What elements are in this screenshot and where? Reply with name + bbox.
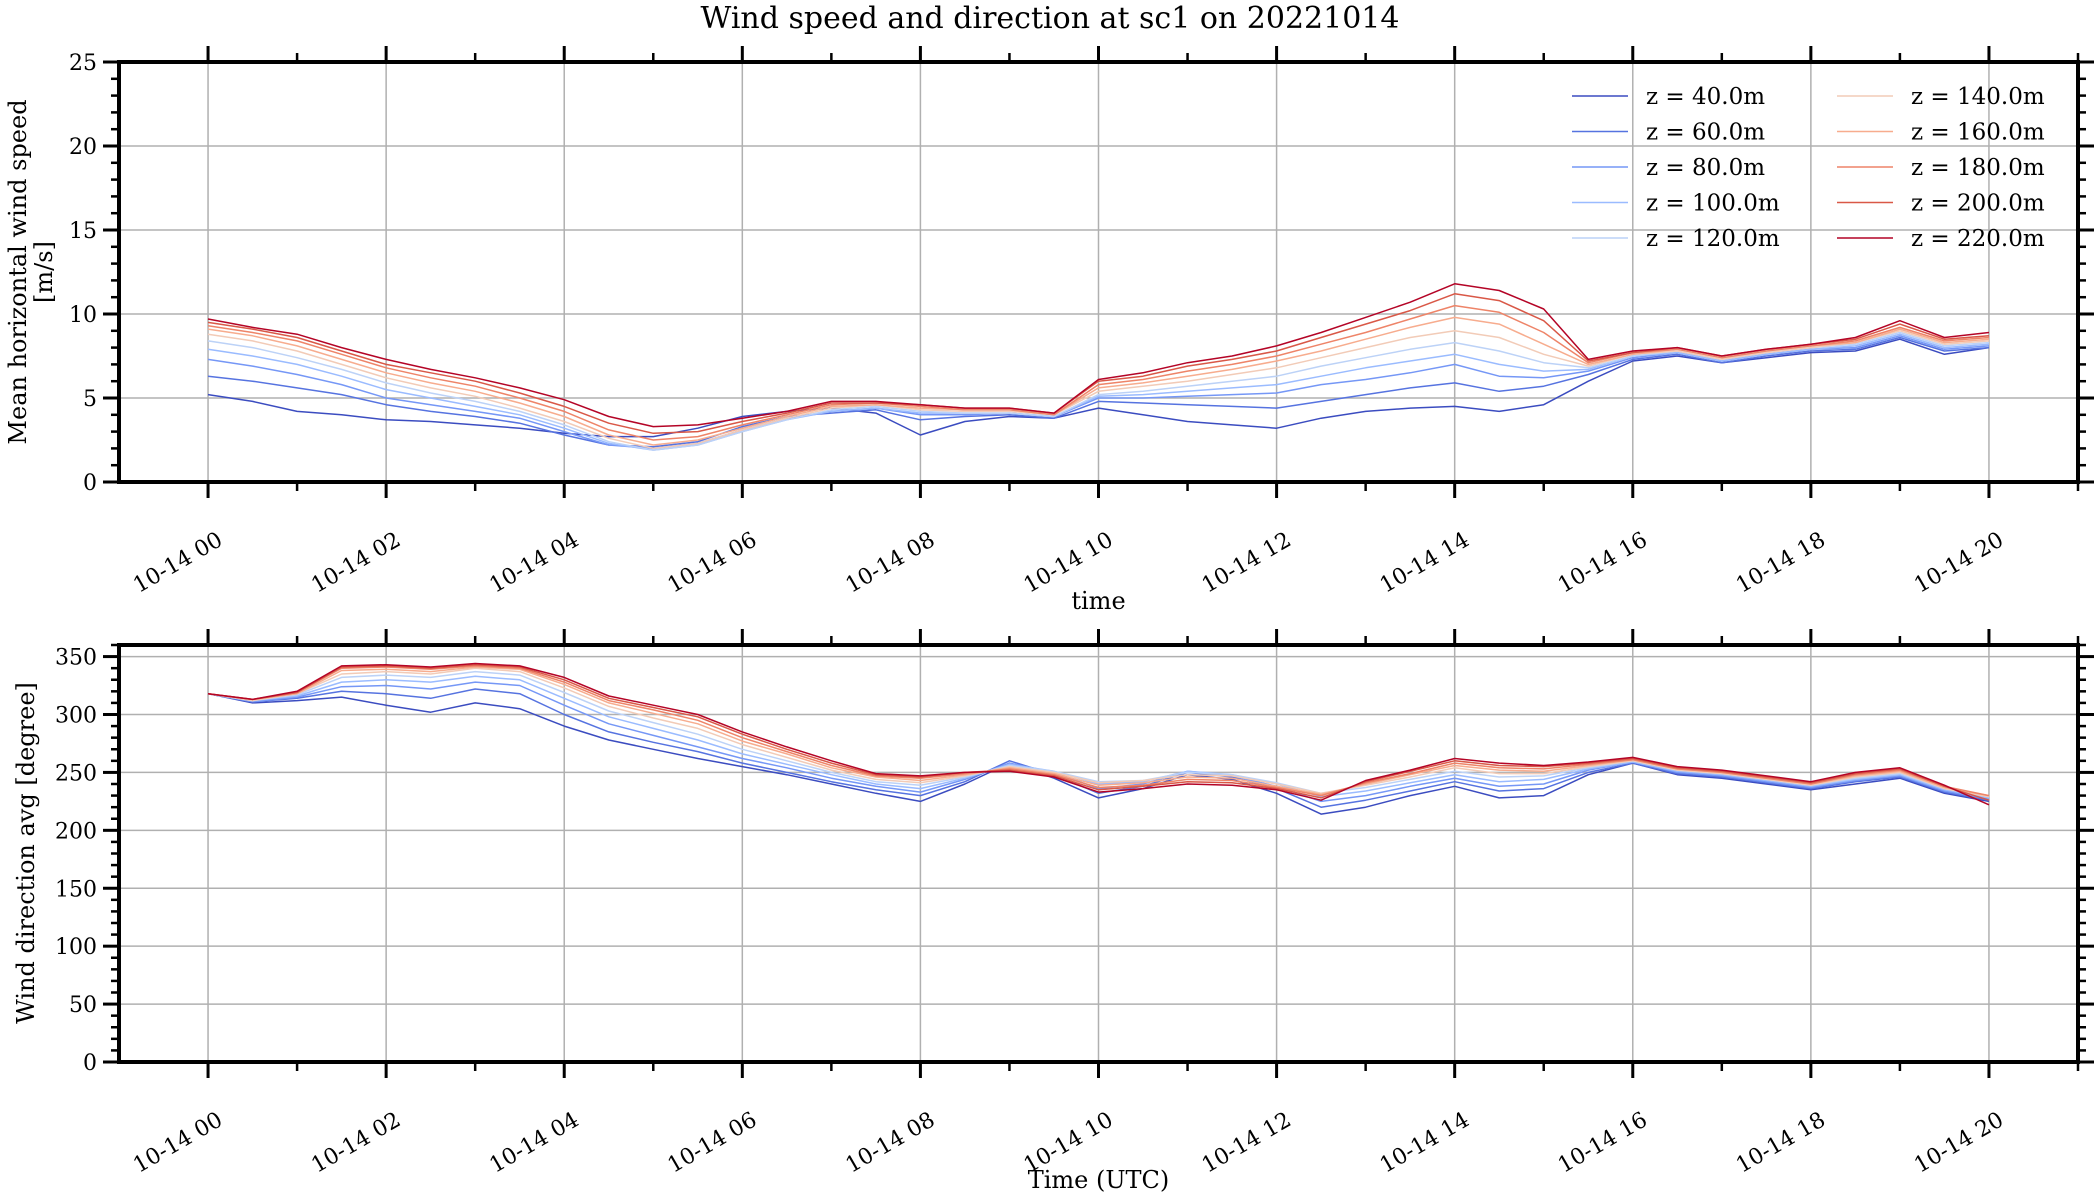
series-line	[207, 338, 1990, 438]
y-tick-label: 200	[55, 819, 97, 844]
legend-label: z = 180.0m	[1911, 155, 2045, 181]
y-tick-label: 150	[55, 877, 97, 902]
legend-label: z = 80.0m	[1646, 155, 1765, 181]
y-tick-label: 25	[69, 51, 97, 76]
y-tick-label: 50	[69, 993, 97, 1018]
legend-label: z = 200.0m	[1911, 191, 2045, 217]
y-tick-label: 15	[69, 219, 97, 244]
y-tick-label: 20	[69, 135, 97, 160]
y-tick-label: 100	[55, 935, 97, 960]
y-tick-label: 0	[83, 471, 97, 496]
x-axis-label: time	[1071, 587, 1125, 615]
y-tick-label: 10	[69, 303, 97, 328]
series-line	[207, 662, 1990, 806]
series-line	[207, 330, 1990, 450]
legend-label: z = 60.0m	[1646, 120, 1765, 146]
y-axis-label: Mean horizontal wind speed[m/s]	[4, 99, 58, 444]
y-tick-label: 350	[55, 646, 97, 671]
legend-label: z = 160.0m	[1911, 120, 2045, 146]
figure-title: Wind speed and direction at sc1 on 20221…	[701, 1, 1400, 36]
y-axis-label: Wind direction avg [degree]	[12, 682, 40, 1024]
series-line	[207, 675, 1990, 799]
series-line	[207, 283, 1990, 428]
legend-label: z = 100.0m	[1646, 191, 1780, 217]
series-line	[207, 336, 1990, 448]
legend: z = 40.0m z = 60.0m z = 80.0m z = 100.0m z =…	[1572, 84, 2045, 252]
y-tick-label: 0	[83, 1051, 97, 1076]
legend-label: z = 120.0m	[1646, 226, 1780, 252]
series-line	[207, 663, 1990, 801]
y-tick-label: 5	[83, 387, 97, 412]
legend-label: z = 140.0m	[1911, 84, 2045, 110]
legend-label: z = 40.0m	[1646, 84, 1765, 110]
series-line	[207, 667, 1990, 798]
series-line	[207, 665, 1990, 797]
series-line	[207, 333, 1990, 451]
series-line	[207, 304, 1990, 441]
x-axis-label: Time (UTC)	[1028, 1166, 1170, 1194]
y-tick-label: 300	[55, 704, 97, 729]
legend-label: z = 220.0m	[1911, 226, 2045, 252]
series-line	[207, 688, 1990, 808]
y-tick-label: 250	[55, 761, 97, 786]
series-line	[207, 692, 1990, 815]
series-line	[207, 681, 1990, 803]
